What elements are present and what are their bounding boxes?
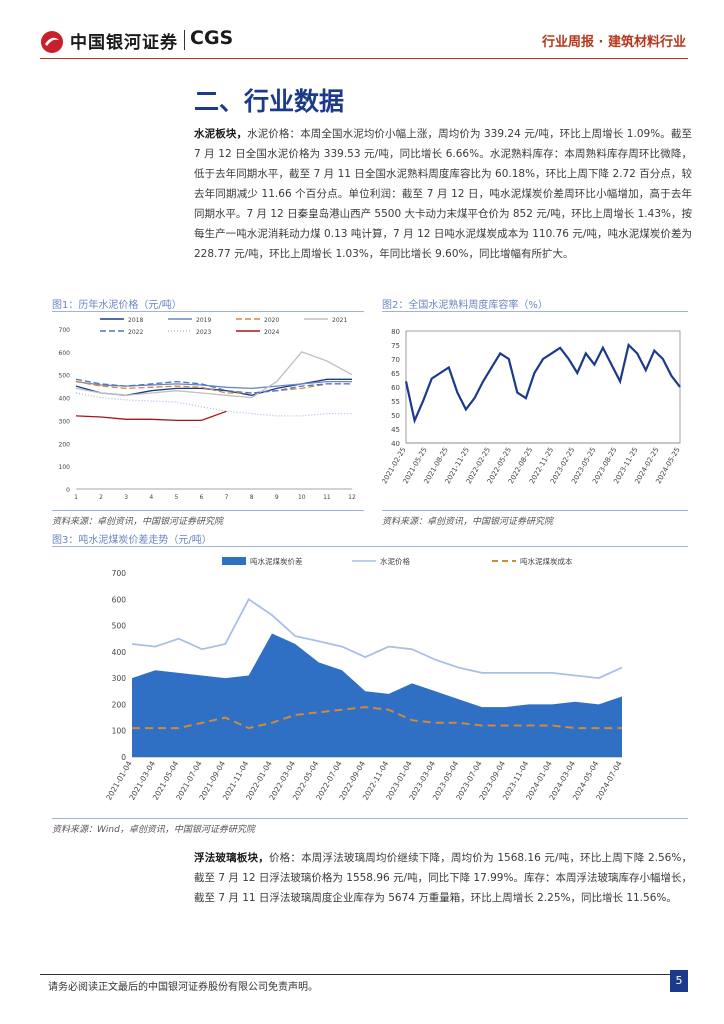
x-tick-label: 7	[225, 494, 229, 501]
y-tick-label: 40	[391, 440, 400, 448]
x-tick-label: 11	[323, 494, 331, 501]
y-tick-label: 70	[391, 356, 400, 364]
y-tick-label: 100	[59, 464, 71, 471]
report-tag: 行业周报 · 建筑材料行业	[542, 35, 686, 50]
y-tick-label: 55	[391, 398, 400, 406]
series-line	[131, 597, 623, 680]
page-number: 5	[670, 970, 688, 992]
y-tick-label: 700	[59, 327, 71, 334]
y-tick-label: 75	[391, 342, 400, 350]
fig1-title: 图1：历年水泥价格（元/吨）	[52, 300, 182, 311]
y-tick-label: 500	[59, 373, 71, 380]
y-tick-label: 400	[112, 648, 127, 657]
y-tick-label: 300	[112, 674, 127, 683]
fig2-chart: 4045505560657075802021-02-252021-05-2520…	[382, 328, 682, 485]
legend-label: 吨水泥煤炭成本	[520, 556, 573, 566]
fig1-source: 资料来源：卓创资讯，中国银河证券研究院	[52, 517, 224, 527]
series-line	[75, 378, 352, 394]
x-tick-label: 10	[298, 494, 306, 501]
company-logo-icon	[41, 31, 63, 53]
series-line	[75, 351, 353, 399]
y-tick-label: 0	[66, 487, 70, 494]
legend-label: 水泥价格	[380, 556, 410, 566]
fig3-bottom-rule	[52, 818, 688, 819]
fig3-chart: 01002003004005006007002021-01-042021-03-…	[104, 556, 624, 802]
y-tick-label: 65	[391, 370, 400, 378]
y-tick-label: 45	[391, 426, 400, 434]
y-tick-label: 700	[112, 569, 127, 578]
cement-body: 水泥价格：本周全国水泥均价小幅上涨，周均价为 339.24 元/吨，环比上周增长…	[194, 128, 693, 260]
series-line	[75, 410, 227, 422]
page-header: 中国银河证券 CGS 行业周报 · 建筑材料行业	[0, 0, 724, 80]
x-tick-label: 8	[250, 494, 254, 501]
footer-rule	[40, 974, 688, 975]
x-tick-label: 6	[200, 494, 204, 501]
company-abbr: CGS	[190, 27, 234, 49]
legend-label: 2022	[128, 329, 143, 336]
legend-label: 2019	[196, 317, 211, 324]
x-tick-label: 4	[149, 494, 153, 501]
series-line	[75, 380, 352, 394]
legend-label: 2020	[264, 317, 279, 324]
glass-paragraph: 浮法玻璃板块，价格：本周浮法玻璃周均价继续下降，周均价为 1568.16 元/吨…	[194, 848, 692, 908]
fig1-bottom-rule	[52, 510, 364, 511]
y-tick-label: 600	[112, 595, 127, 604]
y-tick-label: 500	[112, 622, 127, 631]
legend-label: 2021	[332, 317, 347, 324]
legend-label: 2024	[264, 329, 279, 336]
series-area	[132, 633, 622, 757]
fig3-rule	[52, 546, 688, 547]
x-tick-label: 2	[99, 494, 103, 501]
logo-divider	[184, 30, 185, 50]
x-tick-label: 1	[74, 494, 78, 501]
cement-paragraph: 水泥板块，水泥价格：本周全国水泥均价小幅上涨，周均价为 339.24 元/吨，环…	[194, 124, 692, 264]
series-line	[132, 706, 622, 730]
y-tick-label: 300	[59, 418, 71, 425]
y-tick-label: 200	[59, 441, 71, 448]
fig2-source: 资料来源：卓创资讯，中国银河证券研究院	[382, 517, 554, 527]
fig2-rule	[382, 311, 688, 312]
fig1-rule	[52, 311, 364, 312]
section-title: 二、行业数据	[194, 87, 345, 116]
glass-body: 价格：本周浮法玻璃周均价继续下降，周均价为 1568.16 元/吨，环比上周下降…	[194, 852, 693, 904]
company-name: 中国银河证券	[70, 33, 178, 53]
footer-disclaimer: 请务必阅读正文最后的中国银河证券股份有限公司免责声明。	[48, 982, 318, 993]
legend-label: 2023	[196, 329, 211, 336]
legend-label: 吨水泥煤炭价差	[250, 556, 303, 566]
fig3-title: 图3：吨水泥煤炭价差走势（元/吨）	[52, 535, 212, 546]
y-tick-label: 0	[121, 753, 126, 762]
y-tick-label: 80	[391, 328, 400, 336]
y-tick-label: 400	[59, 396, 71, 403]
y-tick-label: 60	[391, 384, 400, 392]
fig2-bottom-rule	[382, 510, 688, 511]
fig2-title: 图2：全国水泥熟料周度库容率（%）	[382, 300, 548, 311]
legend-swatch	[222, 557, 246, 565]
legend-label: 2018	[128, 317, 143, 324]
y-tick-label: 50	[391, 412, 400, 420]
x-tick-label: 3	[124, 494, 128, 501]
x-tick-label: 12	[348, 494, 356, 501]
y-tick-label: 100	[112, 727, 127, 736]
plot-frame	[405, 330, 681, 444]
x-tick-label: 5	[174, 494, 178, 501]
glass-lead: 浮法玻璃板块，	[194, 852, 269, 864]
fig3-source: 资料来源：Wind，卓创资讯，中国银河证券研究院	[52, 825, 255, 835]
series-line	[75, 392, 352, 417]
x-tick-label: 9	[275, 494, 279, 501]
series-line	[404, 342, 681, 425]
y-tick-label: 200	[112, 700, 127, 709]
y-tick-label: 600	[59, 350, 71, 357]
cement-lead: 水泥板块，	[194, 128, 248, 140]
header-rule	[40, 58, 688, 59]
